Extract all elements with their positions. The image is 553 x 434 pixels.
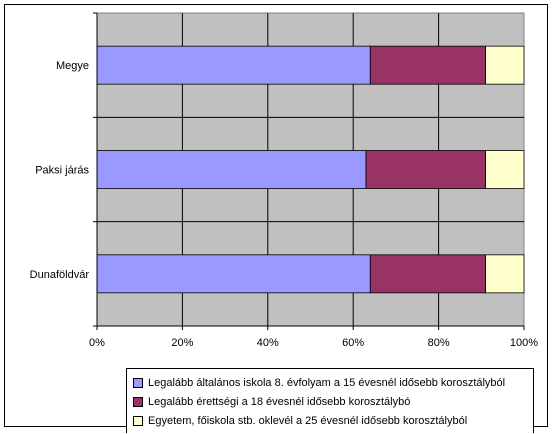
x-tick-label: 20% <box>171 337 193 349</box>
category-label: Megye <box>56 60 89 72</box>
bar-segment <box>96 254 371 294</box>
bar-segment <box>365 150 486 189</box>
axes <box>93 12 525 330</box>
category-labels: Megye Paksi járás Dunaföldvár <box>30 60 90 281</box>
bars <box>96 45 525 294</box>
x-tick-labels: 0% 20% 40% 60% 80% 100% <box>89 337 538 349</box>
legend: Legalább általános iskola 8. évfolyam a … <box>126 368 534 433</box>
legend-label-3: Egyetem, főiskola stb. oklevél a 25 éves… <box>148 414 468 427</box>
legend-item-3: Egyetem, főiskola stb. oklevél a 25 éves… <box>133 413 467 428</box>
category-label: Paksi járás <box>35 165 89 177</box>
legend-label-2: Legalább érettségi a 18 évesnél idősebb … <box>148 395 411 408</box>
x-tick-label: 80% <box>428 337 450 349</box>
bar-segment <box>485 45 525 85</box>
legend-swatch-2 <box>133 396 143 407</box>
bar-segment <box>369 45 486 85</box>
legend-swatch-1 <box>133 377 143 388</box>
x-tick-label: 60% <box>342 337 364 349</box>
legend-item-1: Legalább általános iskola 8. évfolyam a … <box>133 375 505 390</box>
legend-swatch-3 <box>133 415 143 426</box>
legend-label-1: Legalább általános iskola 8. évfolyam a … <box>148 376 506 389</box>
x-tick-label: 100% <box>510 337 538 349</box>
bar-segment <box>369 254 486 294</box>
bar-segment <box>485 254 525 294</box>
x-tick-label: 40% <box>257 337 279 349</box>
x-tick-label: 0% <box>89 337 105 349</box>
category-label: Dunaföldvár <box>30 269 90 281</box>
bar-segment <box>96 45 371 85</box>
legend-item-2: Legalább érettségi a 18 évesnél idősebb … <box>133 394 410 409</box>
bar-segment <box>485 150 525 189</box>
bar-segment <box>96 150 367 189</box>
